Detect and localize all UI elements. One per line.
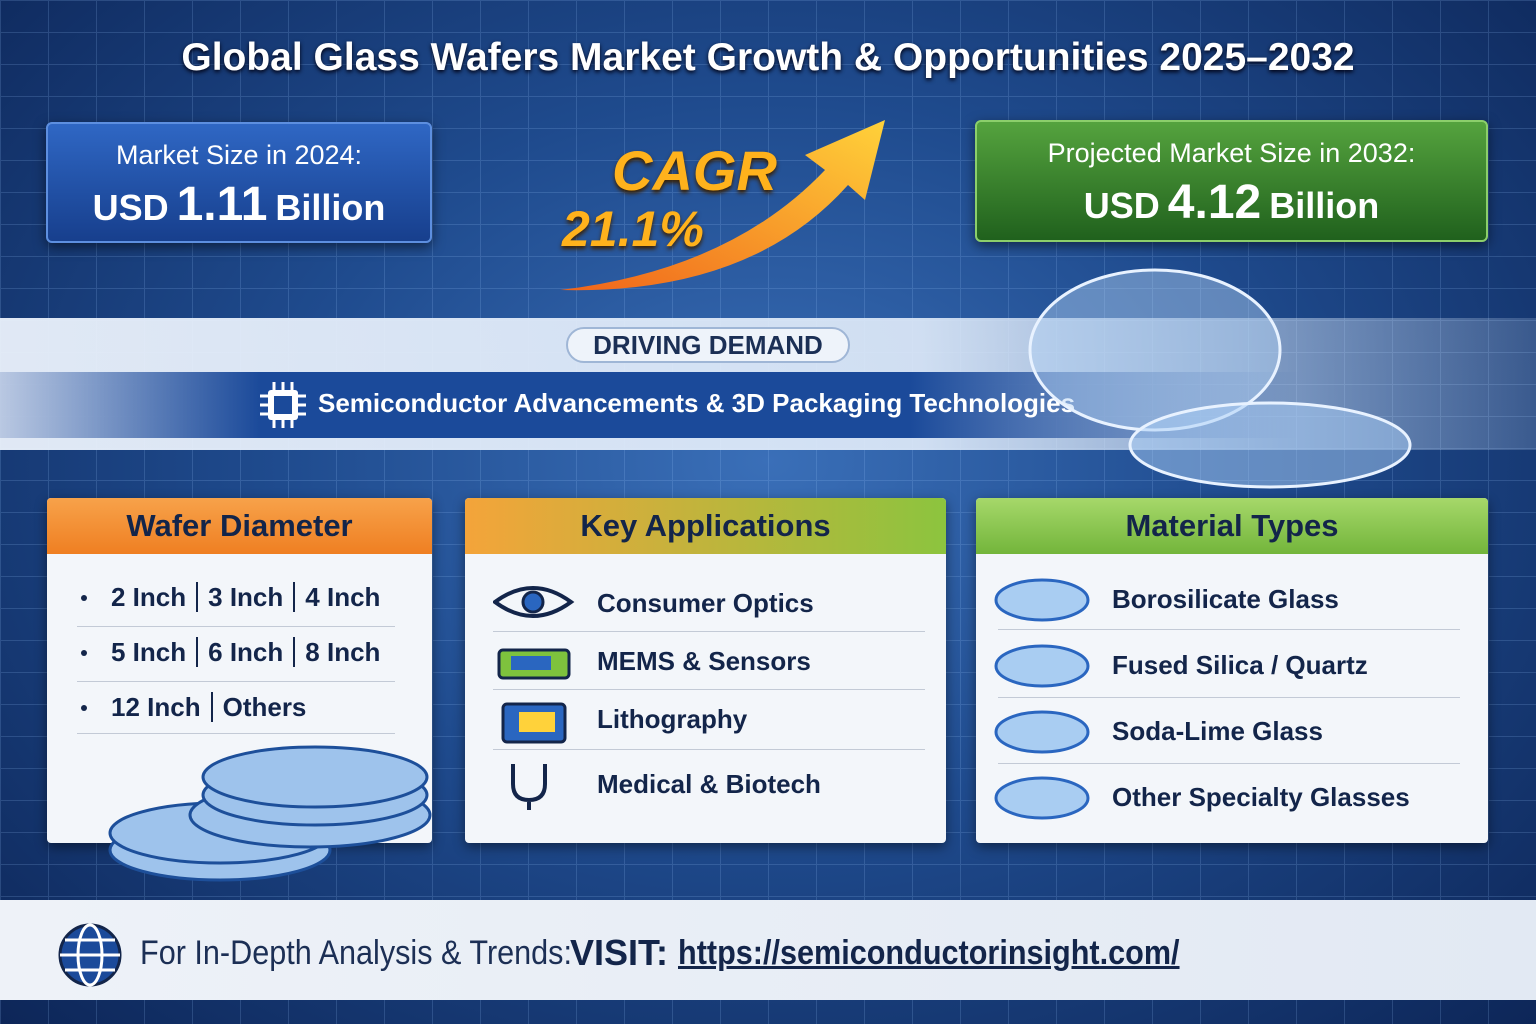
list-item: Consumer Optics	[597, 588, 814, 618]
applications-panel: Key Applications Consumer Optics MEMS & …	[465, 498, 946, 843]
list-row: Fused Silica / Quartz	[998, 640, 1460, 698]
currency: USD	[1083, 185, 1160, 226]
market-size-label: Market Size in 2024:	[115, 140, 363, 170]
list-item: 6 Inch	[196, 637, 294, 667]
panel-title: Material Types	[976, 498, 1488, 554]
demand-strip	[0, 372, 1300, 438]
wafer-illustration	[1028, 268, 1412, 489]
panel-title: Wafer Diameter	[47, 498, 432, 554]
cagr-label: CAGR	[612, 139, 777, 202]
list-item: Borosilicate Glass	[1112, 584, 1339, 614]
footer-visit: VISIT:	[570, 932, 669, 973]
list-row: 2 Inch 3 Inch 4 Inch	[77, 582, 395, 627]
footer-lead: For In-Depth Analysis & Trends:	[140, 934, 572, 972]
list-item: 2 Inch	[111, 582, 187, 612]
list-item: Other Specialty Glasses	[1112, 782, 1410, 812]
unit: Billion	[275, 187, 386, 228]
cagr-value: 21.1%	[562, 201, 704, 257]
materials-panel: Material Types Borosilicate Glass Fused …	[976, 498, 1488, 843]
material-icons	[994, 578, 1090, 820]
list-row: MEMS & Sensors	[493, 638, 925, 690]
list-row: Other Specialty Glasses	[998, 772, 1460, 824]
list-row: 12 Inch Others	[77, 692, 395, 734]
list-item: Medical & Biotech	[597, 769, 821, 799]
list-item: 3 Inch	[196, 582, 294, 612]
currency: USD	[92, 187, 169, 228]
growth-arrow	[560, 120, 885, 291]
unit: Billion	[1269, 185, 1380, 226]
list-item: 12 Inch	[111, 692, 201, 722]
globe-icon	[58, 923, 122, 987]
footer-link[interactable]: https://semiconductorinsight.com/	[678, 934, 1180, 972]
projected-label: Projected Market Size in 2032:	[1047, 138, 1416, 168]
title: Global Glass Wafers Market Growth & Oppo…	[181, 36, 1355, 79]
list-row: Soda-Lime Glass	[998, 706, 1460, 764]
wafer-stack	[108, 745, 432, 882]
list-item: Others	[210, 692, 317, 722]
projected-value: USD 4.12 Billion	[977, 175, 1486, 230]
list-item: 8 Inch	[293, 637, 391, 667]
list-item: Fused Silica / Quartz	[1112, 650, 1368, 680]
list-row: Medical & Biotech	[493, 762, 925, 812]
demand-text: Semiconductor Advancements & 3D Packagin…	[318, 388, 1076, 418]
list-row: 5 Inch 6 Inch 8 Inch	[77, 637, 395, 682]
chip-icon	[260, 382, 306, 428]
panel-title: Key Applications	[465, 498, 946, 554]
footer	[0, 900, 1536, 1000]
list-row: Consumer Optics	[493, 580, 925, 632]
list-item: Soda-Lime Glass	[1112, 716, 1323, 746]
application-icons	[493, 586, 575, 810]
amount: 4.12	[1167, 176, 1262, 229]
list-item: MEMS & Sensors	[597, 646, 811, 676]
amount: 1.11	[176, 178, 268, 231]
list-item: Lithography	[597, 704, 748, 734]
list-item: 4 Inch	[293, 582, 391, 612]
demand-heading: DRIVING DEMAND	[566, 327, 850, 363]
projected-box: Projected Market Size in 2032: USD 4.12 Bi…	[975, 120, 1488, 242]
market-size-box: Market Size in 2024: USD 1.11 Billion	[46, 122, 432, 243]
list-row: Lithography	[493, 696, 925, 750]
list-row: Borosilicate Glass	[998, 574, 1460, 630]
market-size-value: USD 1.11 Billion	[48, 177, 430, 232]
list-item: 5 Inch	[111, 637, 187, 667]
